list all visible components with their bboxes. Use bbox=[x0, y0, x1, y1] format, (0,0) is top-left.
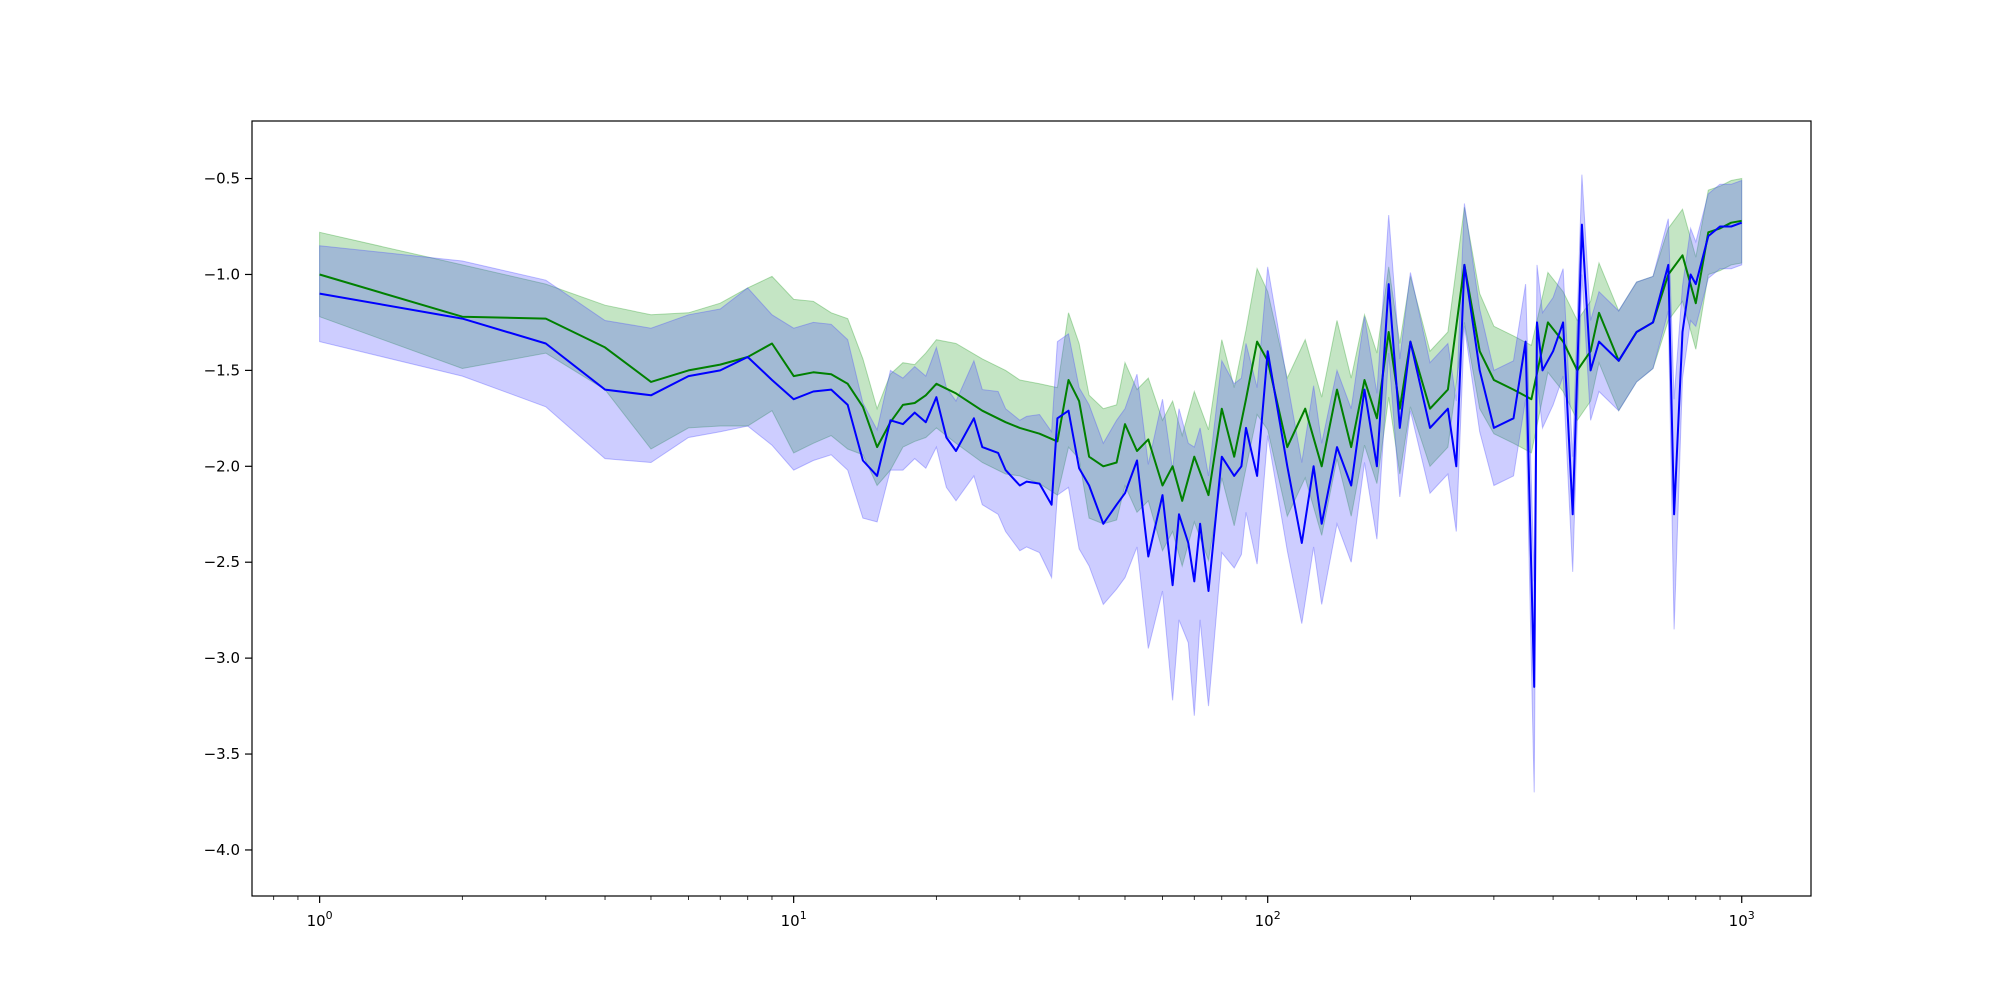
plot-frame bbox=[251, 120, 1812, 897]
y-tick-label: −1.0 bbox=[204, 265, 240, 283]
y-tick-label: −2.0 bbox=[204, 457, 240, 475]
x-axis: 100 101 102 103 bbox=[273, 896, 1755, 930]
series-1-line bbox=[319, 219, 1742, 502]
x-tick-label: 102 bbox=[1255, 909, 1281, 930]
y-tick-label: −2.5 bbox=[204, 553, 240, 571]
y-axis: −0.5 −1.0 −1.5 −2.0 −2.5 −3.0 −3.5 −4.0 bbox=[204, 170, 252, 859]
y-tick-label: −3.0 bbox=[204, 649, 240, 667]
series-2-line bbox=[319, 221, 1743, 688]
series-lines bbox=[319, 219, 1743, 688]
x-tick-label: 103 bbox=[1729, 909, 1755, 930]
x-tick-label: 100 bbox=[307, 909, 333, 930]
series-1-band bbox=[319, 177, 1743, 568]
y-tick-label: −1.5 bbox=[204, 361, 240, 379]
y-tick-label: −3.5 bbox=[204, 745, 240, 763]
x-tick-label: 101 bbox=[781, 909, 807, 930]
y-tick-label: −0.5 bbox=[204, 170, 240, 188]
y-tick-label: −4.0 bbox=[204, 841, 240, 859]
